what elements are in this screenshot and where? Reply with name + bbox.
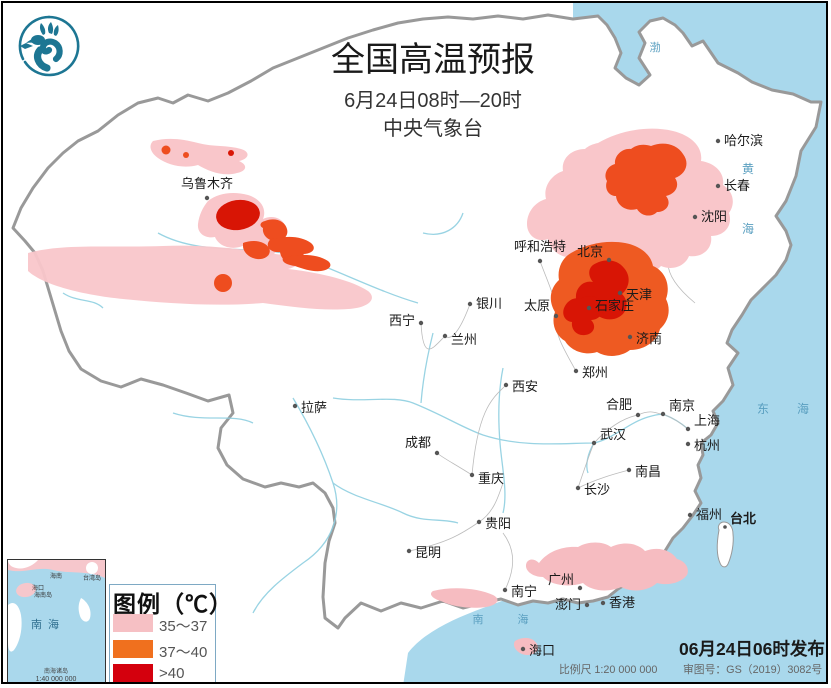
svg-text:澎门: 澎门 xyxy=(555,597,581,612)
svg-text:海口: 海口 xyxy=(529,643,555,658)
svg-text:台湾岛: 台湾岛 xyxy=(83,574,101,582)
svg-text:福州: 福州 xyxy=(696,507,722,522)
svg-text:呼和浩特: 呼和浩特 xyxy=(514,239,566,254)
svg-text:杭州: 杭州 xyxy=(694,438,720,453)
svg-text:上海: 上海 xyxy=(694,413,720,428)
svg-text:昆明: 昆明 xyxy=(415,545,441,560)
svg-text:1:40 000 000: 1:40 000 000 xyxy=(36,676,77,683)
svg-text:西安: 西安 xyxy=(512,379,538,394)
svg-text:海: 海 xyxy=(742,221,754,236)
svg-text:审图号：GS（2019）3082号: 审图号：GS（2019）3082号 xyxy=(683,662,822,676)
svg-text:海: 海 xyxy=(797,401,809,416)
svg-text:石家庄: 石家庄 xyxy=(595,298,634,313)
svg-text:郑州: 郑州 xyxy=(582,365,608,380)
svg-text:重庆: 重庆 xyxy=(478,471,504,486)
svg-text:全国高温预报: 全国高温预报 xyxy=(331,41,535,79)
svg-text:长春: 长春 xyxy=(724,178,750,193)
svg-text:武汉: 武汉 xyxy=(600,427,626,442)
svg-text:乌鲁木齐: 乌鲁木齐 xyxy=(181,176,233,191)
svg-text:海: 海 xyxy=(518,612,529,626)
svg-text:比例尺 1:20 000 000: 比例尺 1:20 000 000 xyxy=(559,662,657,676)
svg-text:南宁: 南宁 xyxy=(511,584,537,599)
svg-text:南: 南 xyxy=(473,613,484,626)
svg-text:南海诸岛: 南海诸岛 xyxy=(44,667,68,675)
svg-text:沈阳: 沈阳 xyxy=(701,209,727,224)
svg-text:合肥: 合肥 xyxy=(606,397,632,412)
svg-text:哈尔滨: 哈尔滨 xyxy=(724,133,763,148)
svg-text:银川: 银川 xyxy=(476,296,502,311)
svg-text:海南: 海南 xyxy=(50,572,62,580)
svg-text:成都: 成都 xyxy=(405,435,431,450)
svg-text:南海: 南海 xyxy=(31,617,65,631)
svg-text:广州: 广州 xyxy=(548,572,574,587)
svg-text:南昌: 南昌 xyxy=(635,464,661,479)
svg-text:东: 东 xyxy=(757,402,769,416)
svg-text:济南: 济南 xyxy=(636,331,662,346)
svg-text:海口: 海口 xyxy=(32,584,44,592)
svg-text:长沙: 长沙 xyxy=(584,482,610,497)
svg-text:香港: 香港 xyxy=(609,595,635,610)
svg-text:海南岛: 海南岛 xyxy=(34,591,52,599)
svg-text:西宁: 西宁 xyxy=(389,313,415,328)
svg-text:台北: 台北 xyxy=(730,511,756,526)
svg-text:贵阳: 贵阳 xyxy=(485,516,511,531)
svg-text:黄: 黄 xyxy=(742,162,754,176)
svg-text:兰州: 兰州 xyxy=(451,332,477,347)
svg-text:拉萨: 拉萨 xyxy=(301,400,327,415)
svg-text:中央气象台: 中央气象台 xyxy=(383,117,483,140)
svg-text:南京: 南京 xyxy=(669,398,695,413)
svg-text:太原: 太原 xyxy=(524,298,550,313)
svg-text:渤: 渤 xyxy=(650,41,661,54)
svg-text:北京: 北京 xyxy=(577,244,603,259)
svg-text:6月24日08时—20时: 6月24日08时—20时 xyxy=(344,89,522,112)
svg-text:06月24日06时发布: 06月24日06时发布 xyxy=(679,639,825,659)
